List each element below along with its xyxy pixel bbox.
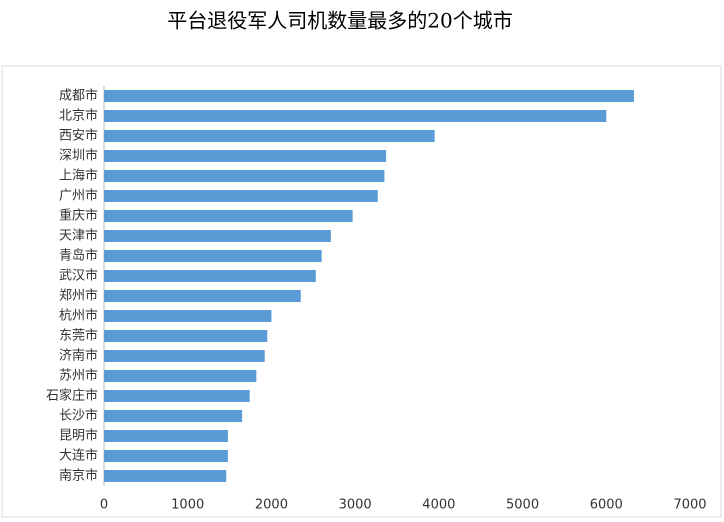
y-tick-label: 东莞市 bbox=[59, 328, 98, 344]
y-tick-label: 南京市 bbox=[59, 468, 98, 484]
bar bbox=[104, 110, 607, 122]
x-tick-label: 5000 bbox=[506, 498, 539, 513]
x-tick-label: 1000 bbox=[171, 498, 204, 513]
bar bbox=[104, 310, 272, 322]
x-tick-label: 0 bbox=[100, 498, 108, 513]
x-tick-label: 7000 bbox=[673, 498, 706, 513]
x-tick-label: 6000 bbox=[590, 498, 623, 513]
y-tick-label: 成都市 bbox=[59, 88, 98, 104]
y-tick-label: 杭州市 bbox=[59, 308, 98, 324]
bar bbox=[104, 290, 301, 302]
x-tick-label: 4000 bbox=[422, 498, 455, 513]
y-tick-label: 天津市 bbox=[59, 228, 98, 244]
y-tick-label: 上海市 bbox=[59, 168, 98, 184]
bar bbox=[104, 450, 228, 462]
y-tick-label: 重庆市 bbox=[59, 208, 98, 224]
y-tick-label: 石家庄市 bbox=[46, 388, 98, 404]
y-tick-label: 济南市 bbox=[59, 348, 98, 364]
y-tick-label: 昆明市 bbox=[59, 428, 98, 444]
chart-frame bbox=[1, 65, 722, 518]
bar bbox=[104, 410, 243, 422]
x-tick-label: 2000 bbox=[255, 498, 288, 513]
bar bbox=[104, 470, 227, 482]
bar bbox=[104, 250, 322, 262]
bar bbox=[104, 170, 385, 182]
bar bbox=[104, 390, 250, 402]
bar bbox=[104, 430, 228, 442]
y-tick-label: 北京市 bbox=[59, 108, 98, 124]
bar bbox=[104, 230, 331, 242]
bar bbox=[104, 130, 435, 142]
bar bbox=[104, 210, 353, 222]
y-tick-label: 武汉市 bbox=[59, 268, 98, 284]
y-tick-label: 大连市 bbox=[59, 448, 98, 464]
y-tick-label: 深圳市 bbox=[59, 148, 98, 164]
bar bbox=[104, 350, 265, 362]
y-tick-label: 广州市 bbox=[59, 188, 98, 204]
y-tick-label: 郑州市 bbox=[59, 288, 98, 304]
bar bbox=[104, 190, 378, 202]
bar bbox=[104, 270, 316, 282]
bar bbox=[104, 330, 268, 342]
y-tick-label: 长沙市 bbox=[59, 408, 98, 424]
bar bbox=[104, 150, 387, 162]
chart-title: 平台退役军人司机数量最多的20个城市 bbox=[167, 9, 512, 33]
y-tick-label: 青岛市 bbox=[59, 248, 98, 264]
bar bbox=[104, 370, 257, 382]
bar bbox=[104, 90, 634, 102]
y-tick-label: 西安市 bbox=[59, 128, 98, 144]
x-tick-label: 3000 bbox=[339, 498, 372, 513]
y-tick-label: 苏州市 bbox=[59, 368, 98, 384]
